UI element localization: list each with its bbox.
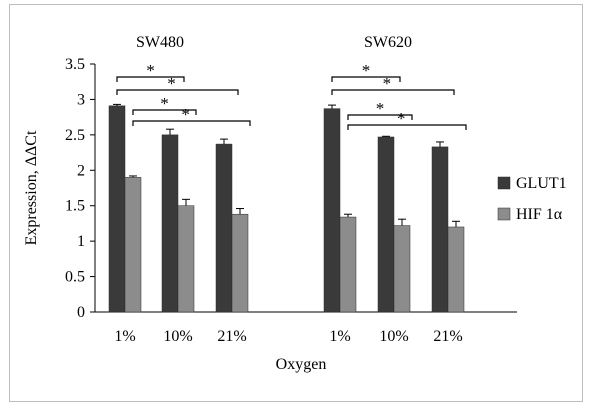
bar-glut1	[377, 136, 395, 313]
bar-glut1	[161, 134, 179, 313]
significance-star: *	[397, 109, 406, 128]
significance-bracket	[347, 114, 413, 120]
legend-label: HIF 1α	[516, 206, 563, 223]
y-tick-label: 3	[77, 91, 85, 108]
significance-annotations: ********	[116, 61, 467, 130]
y-tick-label: 2	[77, 162, 85, 179]
bar-hif1α	[124, 177, 142, 313]
x-tick-label: 1%	[329, 328, 350, 345]
legend: GLUT1 HIF 1α	[497, 175, 567, 223]
significance-bracket	[132, 109, 197, 115]
x-tick-label: 10%	[379, 328, 408, 345]
bar-hif1α	[231, 213, 249, 313]
y-tick-label: 2.5	[65, 127, 85, 144]
bar-glut1	[215, 143, 233, 313]
significance-bracket	[132, 120, 251, 126]
significance-bracket	[116, 76, 185, 82]
x-tick-label: 21%	[433, 328, 462, 345]
significance-bracket	[331, 76, 401, 82]
y-axis-title: Expression, ΔΔCt	[23, 130, 40, 245]
significance-star: *	[160, 94, 169, 113]
panel-title: SW620	[364, 34, 412, 51]
significance-star: *	[181, 105, 190, 124]
bars	[108, 103, 465, 313]
significance-star: *	[167, 74, 176, 93]
y-tick-label: 1	[77, 233, 85, 250]
significance-bracket	[331, 89, 455, 95]
y-tick-label: 1.5	[65, 198, 85, 215]
bar-hif1α	[339, 216, 357, 313]
panel-title: SW480	[136, 34, 184, 51]
bar-hif1α	[177, 205, 195, 313]
legend-label: GLUT1	[516, 175, 567, 192]
x-axis-title: Oxygen	[276, 356, 327, 373]
legend-swatch	[497, 207, 511, 221]
bar-hif1α	[393, 225, 411, 313]
significance-star: *	[376, 99, 385, 118]
x-tick-label: 21%	[217, 328, 246, 345]
significance-bracket	[116, 89, 239, 95]
significance-star: *	[146, 61, 155, 80]
axes: 0 0.5 1 1.5 2 2.5 3 3.5 SW480 1% 10% 21% SW620 1% 10% 2…	[65, 34, 517, 345]
y-tick-label: 3.5	[65, 56, 85, 73]
bar-glut1	[431, 146, 449, 313]
legend-swatch	[497, 176, 511, 190]
y-tick-label: 0	[77, 304, 85, 321]
x-tick-label: 10%	[163, 328, 192, 345]
bar-glut1	[108, 105, 126, 313]
significance-star: *	[362, 61, 371, 80]
y-tick-label: 0.5	[65, 269, 85, 286]
chart-frame	[9, 4, 583, 402]
significance-star: *	[383, 74, 392, 93]
bar-glut1	[323, 108, 341, 313]
bar-hif1α	[447, 226, 465, 313]
x-tick-label: 1%	[114, 328, 135, 345]
significance-bracket	[347, 124, 467, 130]
